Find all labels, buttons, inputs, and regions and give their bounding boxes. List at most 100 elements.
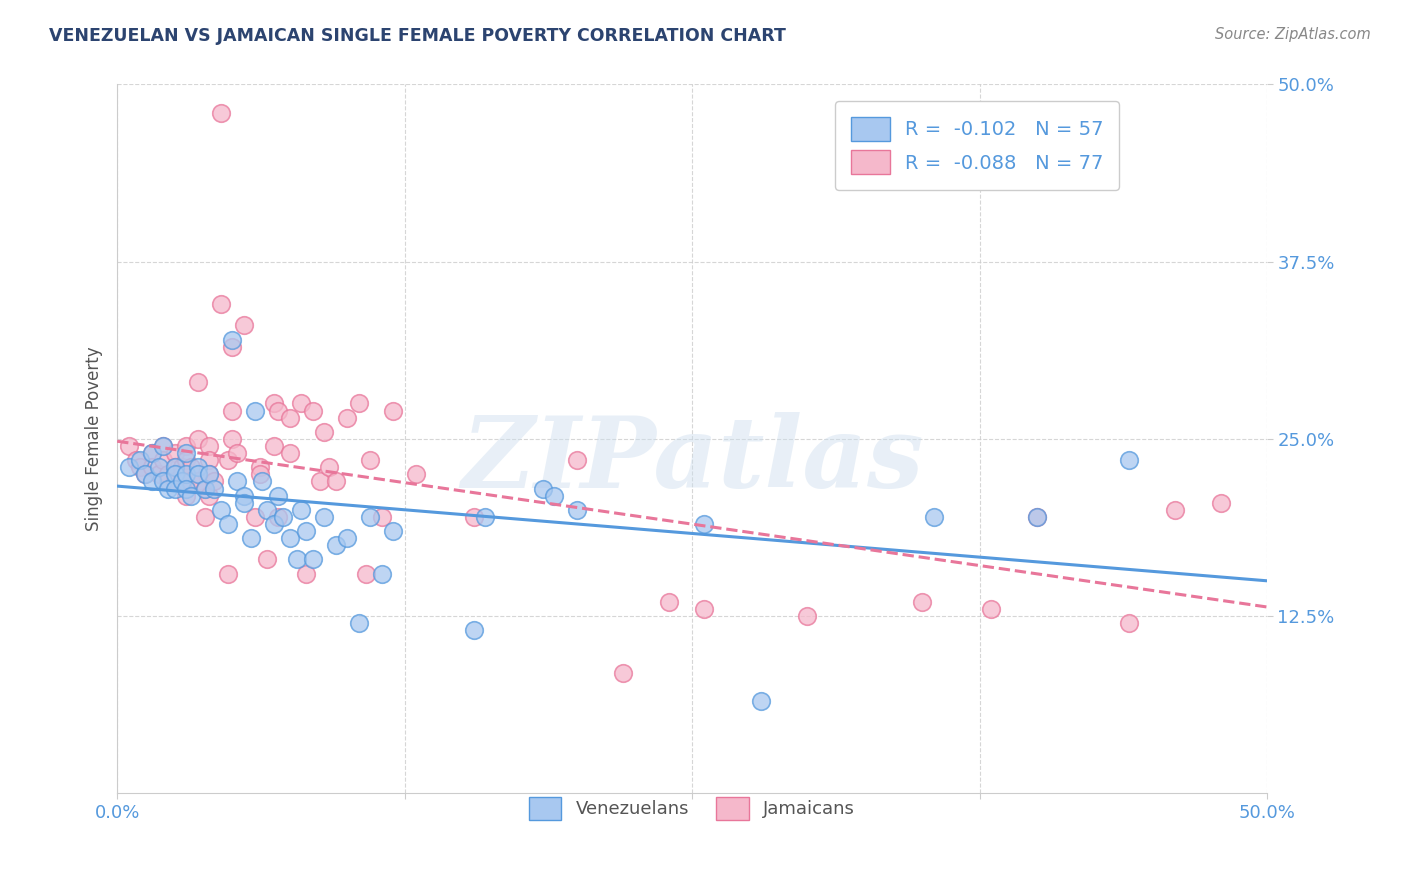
Point — [359, 509, 381, 524]
Point — [911, 595, 934, 609]
Point — [692, 602, 714, 616]
Point — [278, 531, 301, 545]
Point — [217, 453, 239, 467]
Point — [141, 475, 163, 489]
Point — [170, 460, 193, 475]
Point — [382, 524, 405, 538]
Point — [221, 333, 243, 347]
Point — [658, 595, 681, 609]
Point — [152, 439, 174, 453]
Point — [174, 467, 197, 482]
Point — [221, 403, 243, 417]
Point — [221, 432, 243, 446]
Point — [174, 489, 197, 503]
Point — [290, 396, 312, 410]
Point — [1118, 453, 1140, 467]
Point — [370, 509, 392, 524]
Point — [198, 467, 221, 482]
Point — [180, 475, 202, 489]
Point — [565, 453, 588, 467]
Point — [325, 538, 347, 552]
Point — [202, 482, 225, 496]
Point — [294, 524, 316, 538]
Point — [796, 609, 818, 624]
Point — [256, 552, 278, 566]
Point — [187, 375, 209, 389]
Point — [301, 403, 323, 417]
Point — [922, 509, 945, 524]
Point — [134, 467, 156, 482]
Point — [382, 403, 405, 417]
Point — [232, 318, 254, 333]
Point — [463, 509, 485, 524]
Point — [141, 460, 163, 475]
Point — [187, 467, 209, 482]
Point — [239, 531, 262, 545]
Point — [170, 467, 193, 482]
Point — [225, 446, 247, 460]
Point — [405, 467, 427, 482]
Point — [217, 516, 239, 531]
Point — [163, 460, 186, 475]
Point — [347, 396, 370, 410]
Point — [249, 460, 271, 475]
Point — [152, 453, 174, 467]
Point — [163, 475, 186, 489]
Point — [314, 509, 336, 524]
Point — [1026, 509, 1049, 524]
Point — [308, 475, 330, 489]
Point — [209, 297, 232, 311]
Point — [285, 552, 308, 566]
Y-axis label: Single Female Poverty: Single Female Poverty — [86, 347, 103, 532]
Point — [174, 482, 197, 496]
Point — [156, 475, 179, 489]
Point — [174, 475, 197, 489]
Point — [243, 403, 266, 417]
Point — [232, 489, 254, 503]
Point — [543, 489, 565, 503]
Point — [314, 425, 336, 439]
Point — [318, 460, 340, 475]
Point — [612, 665, 634, 680]
Point — [221, 340, 243, 354]
Point — [256, 503, 278, 517]
Point — [163, 467, 186, 482]
Point — [1026, 509, 1049, 524]
Point — [156, 467, 179, 482]
Point — [180, 460, 202, 475]
Point — [134, 467, 156, 482]
Point — [263, 439, 285, 453]
Point — [141, 446, 163, 460]
Point — [170, 475, 193, 489]
Point — [198, 439, 221, 453]
Point — [301, 552, 323, 566]
Point — [463, 624, 485, 638]
Point — [1164, 503, 1187, 517]
Point — [193, 509, 215, 524]
Point — [359, 453, 381, 467]
Point — [565, 503, 588, 517]
Point — [531, 482, 554, 496]
Point — [1209, 496, 1232, 510]
Point — [271, 509, 294, 524]
Point — [124, 453, 146, 467]
Point — [163, 446, 186, 460]
Point — [980, 602, 1002, 616]
Point — [278, 446, 301, 460]
Point — [163, 482, 186, 496]
Point — [209, 503, 232, 517]
Text: Source: ZipAtlas.com: Source: ZipAtlas.com — [1215, 27, 1371, 42]
Point — [249, 467, 271, 482]
Point — [692, 516, 714, 531]
Point — [263, 516, 285, 531]
Point — [232, 496, 254, 510]
Point — [141, 446, 163, 460]
Point — [129, 453, 152, 467]
Point — [198, 467, 221, 482]
Point — [148, 467, 170, 482]
Point — [187, 432, 209, 446]
Point — [250, 475, 273, 489]
Point — [193, 482, 215, 496]
Point — [243, 509, 266, 524]
Point — [198, 489, 221, 503]
